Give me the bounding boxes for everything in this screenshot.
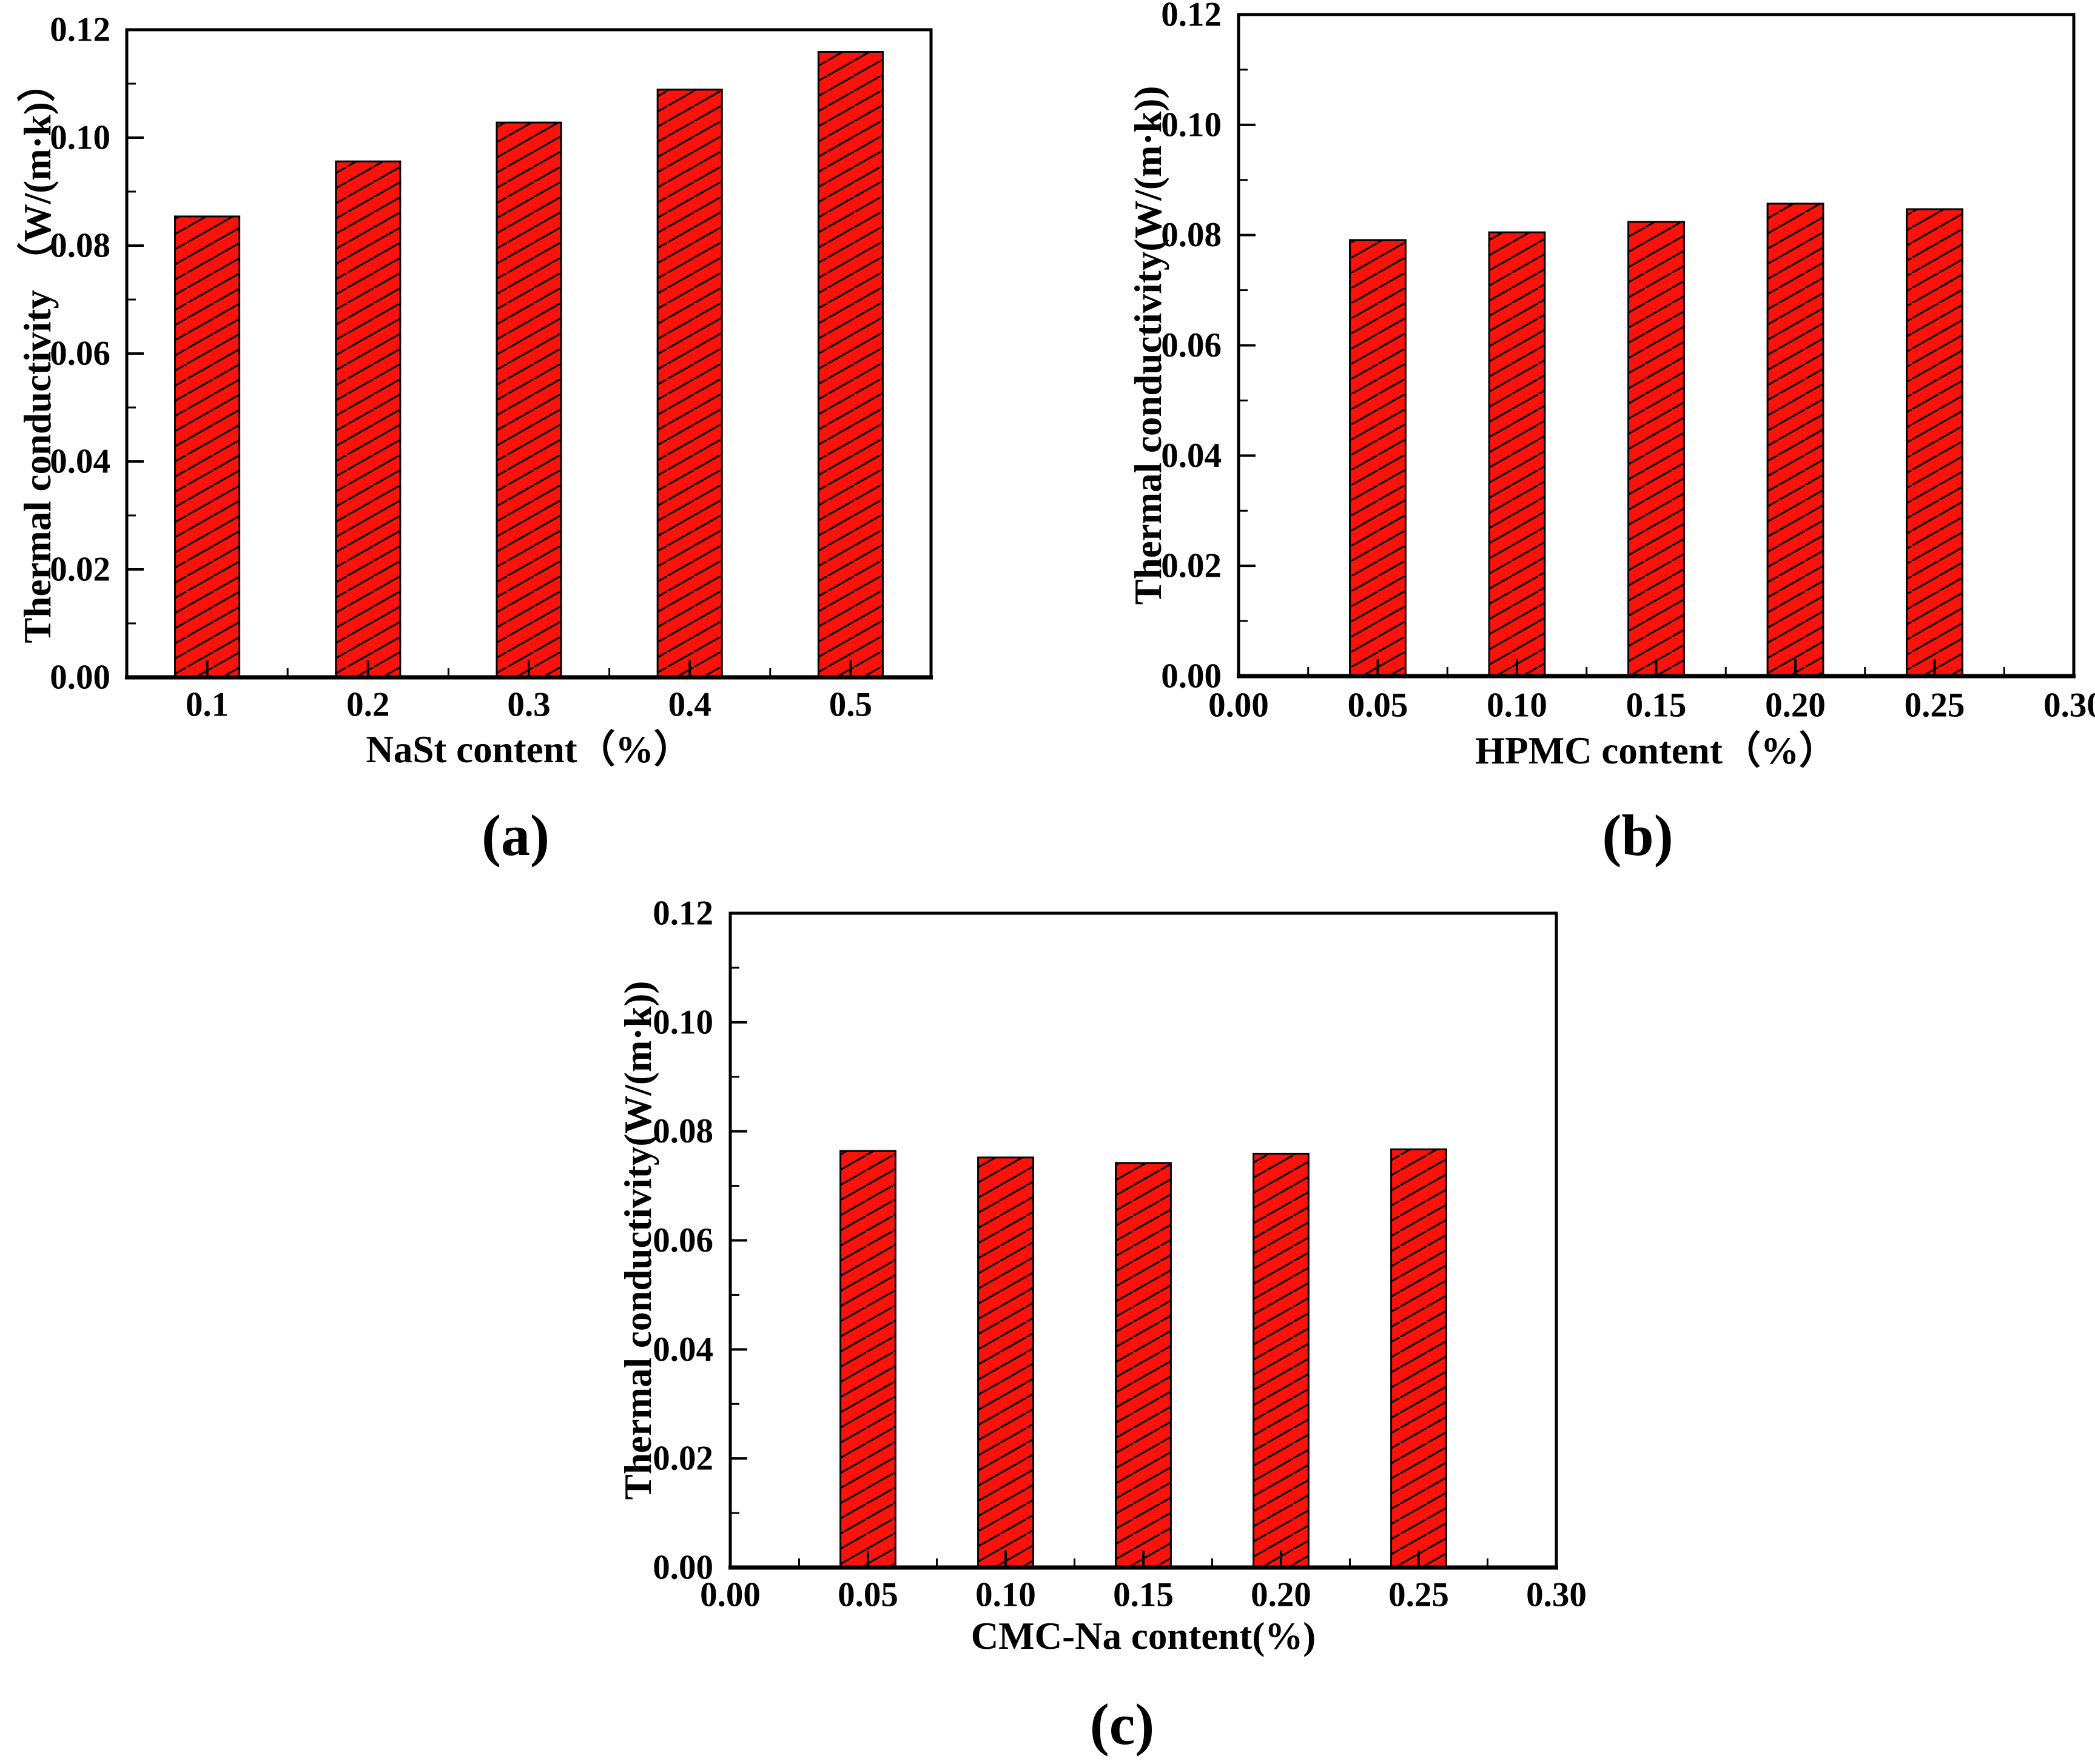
- x-tick-label: 0.25: [1905, 686, 1965, 725]
- bar: [1253, 1153, 1310, 1569]
- bar: [977, 1156, 1034, 1569]
- x-tick-label: 0.2: [346, 686, 389, 724]
- x-axis-title: CMC-Na content(%): [971, 1615, 1316, 1657]
- x-tick-label: 0.15: [1626, 686, 1687, 725]
- y-tick-label: 0.10: [1161, 106, 1222, 144]
- x-tick-label: 0.15: [1113, 1576, 1174, 1614]
- x-tick-label: 0.3: [507, 686, 550, 724]
- x-tick-label: 0.30: [2043, 686, 2095, 725]
- y-tick-label: 0.08: [1161, 216, 1222, 254]
- y-tick-label: 0.02: [1161, 547, 1222, 585]
- y-tick-label: 0.12: [50, 11, 110, 49]
- x-tick-label: 0.10: [1487, 686, 1547, 725]
- chart-a: 0.00 0.02 0.04 0.06 0.08 0.10 0.12 0.1 0.2 0.3 0.4…: [16, 11, 933, 771]
- y-tick-label: 0.12: [1161, 0, 1222, 34]
- bar: [1349, 239, 1407, 677]
- x-tick-label: 0.10: [975, 1576, 1036, 1614]
- y-tick-label: 0.02: [653, 1440, 713, 1478]
- x-tick-label: 0.00: [1208, 686, 1269, 725]
- y-tick-label: 0.02: [50, 551, 110, 589]
- bar: [1906, 208, 1963, 677]
- y-tick-label: 0.08: [653, 1112, 713, 1150]
- y-tick-label: 0.00: [1161, 657, 1222, 696]
- bar: [496, 121, 562, 679]
- x-axis-title: HPMC content（%）: [1475, 729, 1837, 772]
- y-tick-label: 0.10: [653, 1003, 713, 1041]
- x-tick-label: 0.05: [838, 1576, 898, 1614]
- x-tick-label: 0.5: [829, 686, 872, 724]
- y-tick-label: 0.00: [50, 659, 110, 697]
- y-tick-label: 0.04: [1161, 437, 1222, 475]
- bar: [656, 89, 723, 679]
- bar: [1627, 221, 1685, 677]
- bar: [839, 1150, 896, 1569]
- caption-c: (c): [1089, 1692, 1155, 1757]
- x-tick-label: 0.25: [1388, 1576, 1449, 1614]
- x-tick-label: 0.4: [668, 686, 711, 724]
- y-tick-label: 0.08: [50, 227, 110, 265]
- bar: [1390, 1148, 1447, 1569]
- caption-a: (a): [482, 803, 550, 868]
- y-tick-label: 0.06: [1161, 326, 1222, 364]
- x-tick-label: 0.20: [1251, 1576, 1311, 1614]
- bar: [1115, 1162, 1172, 1569]
- bar: [1488, 231, 1546, 677]
- y-tick-label: 0.06: [653, 1221, 713, 1259]
- bar: [335, 160, 402, 679]
- y-tick-label: 0.04: [653, 1330, 713, 1369]
- caption-b: (b): [1602, 803, 1673, 868]
- y-tick-label: 0.00: [653, 1549, 713, 1587]
- y-axis-title: Thermal conductivity （W/(m·k)）: [16, 64, 59, 643]
- bar: [817, 50, 884, 679]
- x-tick-label: 0.1: [186, 686, 229, 724]
- chart-c: 0.00 0.02 0.04 0.06 0.08 0.10 0.12 0.00 0.05 0.10…: [617, 894, 1587, 1658]
- x-tick-label: 0.30: [1526, 1576, 1587, 1614]
- y-axis-title: Thermal conductivity(W/(m·k)): [617, 981, 659, 1500]
- y-tick-label: 0.10: [50, 119, 110, 157]
- chart-b: 0.00 0.02 0.04 0.06 0.08 0.10 0.12 0.00 0.05 0.10…: [1127, 0, 2095, 772]
- y-tick-label: 0.04: [50, 443, 110, 481]
- bar: [1766, 203, 1824, 677]
- x-tick-label: 0.00: [700, 1576, 761, 1614]
- bar: [174, 215, 241, 679]
- x-axis-title: NaSt content（%）: [366, 728, 691, 771]
- x-tick-label: 0.20: [1765, 686, 1826, 725]
- y-tick-label: 0.06: [50, 335, 110, 373]
- x-tick-label: 0.05: [1348, 686, 1408, 725]
- y-tick-label: 0.12: [653, 894, 713, 933]
- y-axis-title: Thermal conductivity(W/(m·k)): [1127, 86, 1169, 605]
